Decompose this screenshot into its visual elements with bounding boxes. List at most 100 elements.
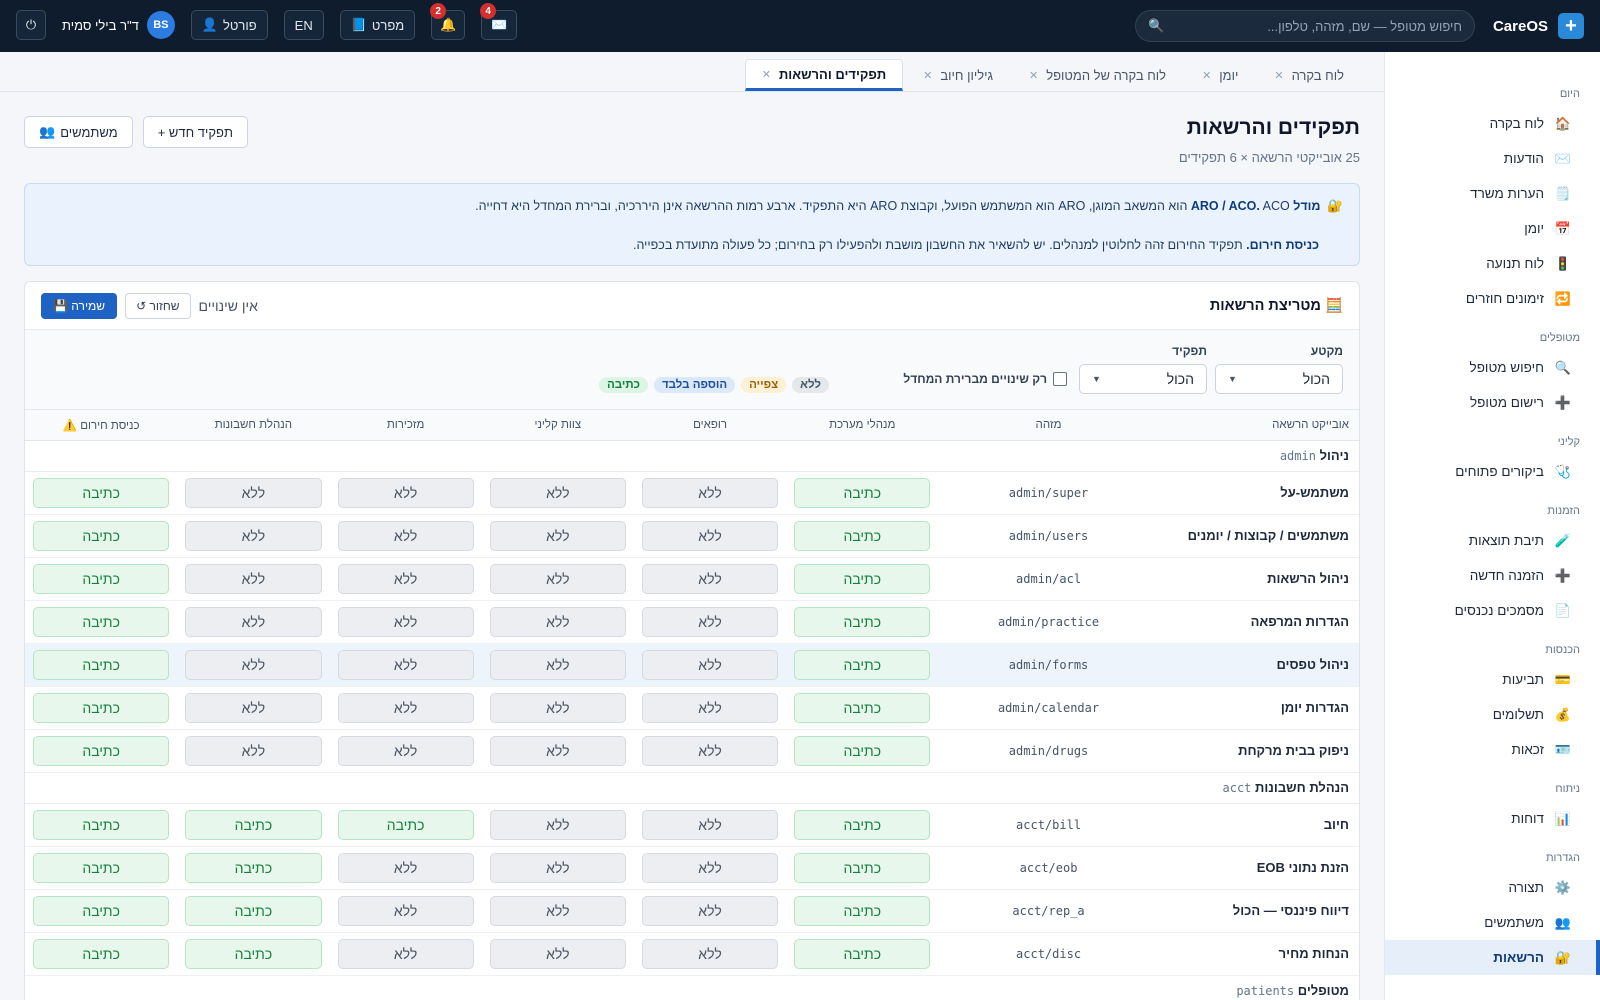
tab-item[interactable]: לוח בקרה של המטופל ✕ [1013, 59, 1182, 91]
permission-pill[interactable]: ללא [185, 606, 322, 637]
sidebar-item[interactable]: 🚦 לוח תנועה [1385, 246, 1600, 281]
permission-pill[interactable]: כתיבה [794, 606, 931, 637]
sidebar-item[interactable]: 💳 תביעות [1385, 662, 1600, 697]
sidebar-item[interactable]: ⚙️ תצורה [1385, 870, 1600, 905]
permission-pill[interactable]: ללא [489, 938, 626, 969]
messages-button[interactable]: ✉️ 4 [480, 3, 518, 40]
permission-pill[interactable]: כתיבה [794, 735, 931, 766]
sidebar-item[interactable]: 🗒️ הערות משרד [1385, 176, 1600, 211]
permission-pill[interactable]: כתיבה [33, 852, 170, 883]
permission-pill[interactable]: כתיבה [33, 606, 170, 637]
permission-pill[interactable]: ללא [185, 649, 322, 680]
permission-pill[interactable]: ללא [185, 563, 322, 594]
sidebar-item[interactable]: 🪪 זכאות [1385, 732, 1600, 767]
save-button[interactable]: 💾 שמירה [41, 292, 118, 319]
permission-pill[interactable]: כתיבה [794, 692, 931, 723]
permission-pill[interactable]: כתיבה [794, 649, 931, 680]
spec-button[interactable]: 📘 מפרט [339, 10, 416, 40]
sidebar-item[interactable]: 🏠 לוח בקרה [1385, 106, 1600, 141]
permission-pill[interactable]: ללא [185, 477, 322, 508]
permission-pill[interactable]: כתיבה [794, 938, 931, 969]
sidebar-item[interactable]: 🔁 זימונים חוזרים [1385, 281, 1600, 316]
portal-button[interactable]: 👤 פורטל [190, 10, 268, 40]
only-changes-checkbox[interactable]: רק שינויים מברירת המחדל [903, 372, 1067, 386]
permission-pill[interactable]: ללא [337, 563, 474, 594]
permission-pill[interactable]: ללא [337, 895, 474, 926]
permission-pill[interactable]: כתיבה [33, 649, 170, 680]
permission-pill[interactable]: ללא [641, 852, 779, 883]
permission-pill[interactable]: כתיבה [33, 692, 170, 723]
sidebar-item[interactable]: ➕ רישום מטופל [1385, 385, 1600, 420]
sidebar-item[interactable]: 🧪 תיבת תוצאות [1385, 523, 1600, 558]
checkbox-box[interactable] [1053, 372, 1067, 386]
permission-pill[interactable]: כתיבה [794, 895, 931, 926]
permission-pill[interactable]: ללא [185, 735, 322, 766]
sidebar-item[interactable]: 🔍 חיפוש מטופל [1385, 350, 1600, 385]
permission-pill[interactable]: ללא [337, 852, 474, 883]
permission-pill[interactable]: כתיבה [794, 520, 931, 551]
permission-pill[interactable]: כתיבה [185, 938, 322, 969]
sidebar-item[interactable]: 🔐 הרשאות [1385, 940, 1600, 975]
patient-search-input[interactable] [1172, 18, 1462, 34]
permission-pill[interactable]: כתיבה [794, 852, 931, 883]
role-filter-select[interactable]: הכול ▼ [1079, 364, 1207, 394]
sidebar-item[interactable]: ✉️ הודעות [1385, 141, 1600, 176]
permission-pill[interactable]: ללא [641, 606, 779, 637]
permission-pill[interactable]: ללא [337, 735, 474, 766]
logout-button[interactable]: ⏻ [16, 10, 46, 40]
permission-pill[interactable]: ללא [641, 809, 779, 840]
permission-pill[interactable]: ללא [337, 692, 474, 723]
permission-pill[interactable]: ללא [489, 692, 626, 723]
sidebar-item[interactable]: ➕ הזמנה חדשה [1385, 558, 1600, 593]
permission-pill[interactable]: ללא [489, 735, 626, 766]
permission-pill[interactable]: ללא [185, 520, 322, 551]
permission-pill[interactable]: כתיבה [33, 938, 170, 969]
close-icon[interactable]: ✕ [1274, 69, 1284, 82]
brand[interactable]: + CareOS [1493, 13, 1584, 39]
notifications-button[interactable]: 🔔 2 [430, 3, 466, 40]
permission-pill[interactable]: כתיבה [337, 809, 474, 840]
user-menu[interactable]: BS ד"ר בילי סמית [62, 11, 175, 39]
permission-pill[interactable]: ללא [489, 809, 626, 840]
permission-pill[interactable]: ללא [489, 563, 626, 594]
permission-pill[interactable]: ללא [337, 606, 474, 637]
permission-pill[interactable]: ללא [337, 938, 474, 969]
permission-pill[interactable]: ללא [641, 520, 779, 551]
permission-pill[interactable]: ללא [489, 649, 626, 680]
permission-pill[interactable]: כתיבה [33, 735, 170, 766]
close-icon[interactable]: ✕ [761, 68, 771, 81]
permission-pill[interactable]: ללא [641, 895, 779, 926]
sidebar-item[interactable]: 🩺 ביקורים פתוחים [1385, 454, 1600, 489]
sidebar-item[interactable]: 📊 דוחות [1385, 801, 1600, 836]
permission-pill[interactable]: ללא [641, 649, 779, 680]
patient-search[interactable]: 🔍 [1134, 10, 1475, 42]
permission-pill[interactable]: כתיבה [33, 563, 170, 594]
permission-pill[interactable]: כתיבה [794, 809, 931, 840]
permission-pill[interactable]: ללא [337, 477, 474, 508]
permission-pill[interactable]: ללא [185, 692, 322, 723]
new-role-button[interactable]: + תפקיד חדש [142, 116, 248, 148]
permission-pill[interactable]: ללא [489, 520, 626, 551]
tab-item[interactable]: גיליון חיוב ✕ [907, 59, 1009, 91]
sidebar-item[interactable]: 📄 מסמכים נכנסים [1385, 593, 1600, 628]
permission-pill[interactable]: ללא [641, 938, 779, 969]
permission-pill[interactable]: ללא [641, 563, 779, 594]
permission-pill[interactable]: כתיבה [33, 520, 170, 551]
sidebar-item[interactable]: 💰 תשלומים [1385, 697, 1600, 732]
permission-pill[interactable]: כתיבה [185, 895, 322, 926]
tab-item[interactable]: תפקידים והרשאות ✕ [744, 59, 904, 91]
language-button[interactable]: EN [283, 10, 324, 40]
permission-pill[interactable]: כתיבה [33, 809, 170, 840]
permission-pill[interactable]: כתיבה [33, 477, 170, 508]
permission-pill[interactable]: ללא [641, 477, 779, 508]
close-icon[interactable]: ✕ [1202, 69, 1212, 82]
permission-pill[interactable]: ללא [641, 692, 779, 723]
section-filter-select[interactable]: הכול ▼ [1215, 364, 1343, 394]
permission-pill[interactable]: כתיבה [185, 852, 322, 883]
permission-pill[interactable]: ללא [337, 649, 474, 680]
permission-pill[interactable]: ללא [489, 895, 626, 926]
close-icon[interactable]: ✕ [923, 69, 933, 82]
sidebar-item[interactable]: 👥 משתמשים [1385, 905, 1600, 940]
permission-pill[interactable]: ללא [337, 520, 474, 551]
revert-button[interactable]: ↺ שחזור [125, 292, 191, 319]
